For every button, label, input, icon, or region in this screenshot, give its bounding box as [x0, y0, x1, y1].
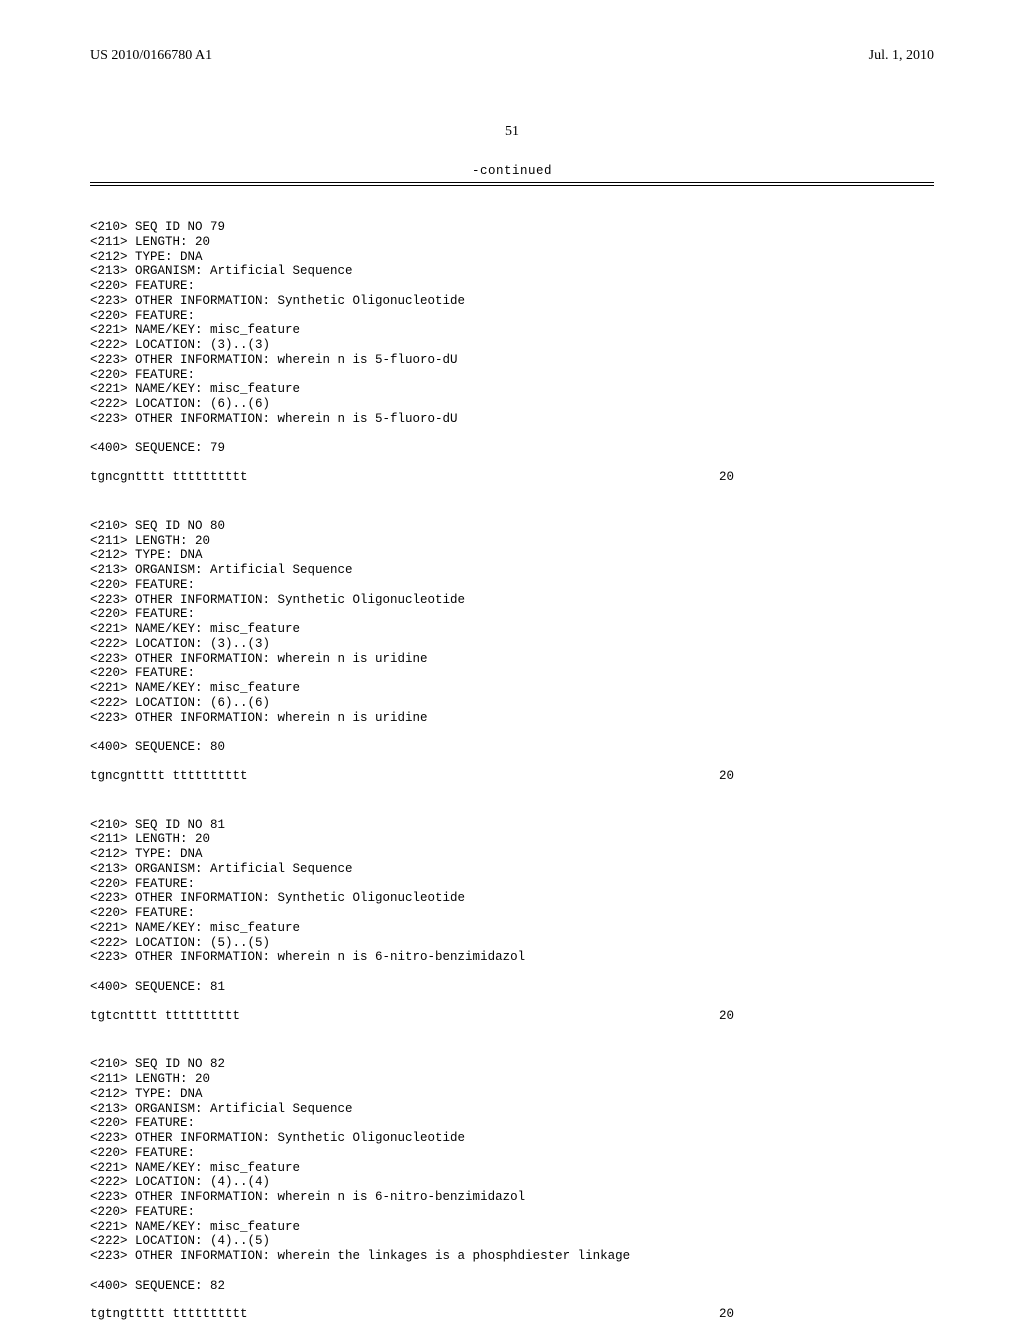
sequence-text: tgtcntttt tttttttttt — [90, 1009, 240, 1024]
sequence-line: tgtcntttt tttttttttt 20 — [90, 1009, 934, 1024]
publication-number: US 2010/0166780 A1 — [90, 48, 212, 64]
sequence-block: <210> SEQ ID NO 79 <211> LENGTH: 20 <212… — [90, 220, 934, 485]
sequence-block: <210> SEQ ID NO 81 <211> LENGTH: 20 <212… — [90, 818, 934, 1024]
sequence-block: <210> SEQ ID NO 82 <211> LENGTH: 20 <212… — [90, 1057, 934, 1322]
sequence-line: tgncgntttt tttttttttt 20 — [90, 769, 934, 784]
divider-bottom — [90, 185, 934, 186]
continued-label: -continued — [90, 164, 934, 178]
page-container: US 2010/0166780 A1 Jul. 1, 2010 51 -cont… — [0, 0, 1024, 1322]
sequence-length: 20 — [719, 769, 734, 784]
sequence-block: <210> SEQ ID NO 80 <211> LENGTH: 20 <212… — [90, 519, 934, 784]
sequence-metadata: <210> SEQ ID NO 82 <211> LENGTH: 20 <212… — [90, 1057, 934, 1293]
page-header: US 2010/0166780 A1 Jul. 1, 2010 — [90, 48, 934, 64]
divider-top — [90, 182, 934, 183]
publication-date: Jul. 1, 2010 — [869, 48, 934, 64]
sequence-metadata: <210> SEQ ID NO 79 <211> LENGTH: 20 <212… — [90, 220, 934, 456]
sequence-metadata: <210> SEQ ID NO 81 <211> LENGTH: 20 <212… — [90, 818, 934, 995]
sequence-text: tgncgntttt tttttttttt — [90, 769, 248, 784]
sequence-line: tgncgntttt tttttttttt 20 — [90, 470, 934, 485]
sequence-text: tgncgntttt tttttttttt — [90, 470, 248, 485]
sequence-length: 20 — [719, 470, 734, 485]
page-number: 51 — [90, 124, 934, 140]
sequence-length: 20 — [719, 1009, 734, 1024]
sequence-metadata: <210> SEQ ID NO 80 <211> LENGTH: 20 <212… — [90, 519, 934, 755]
